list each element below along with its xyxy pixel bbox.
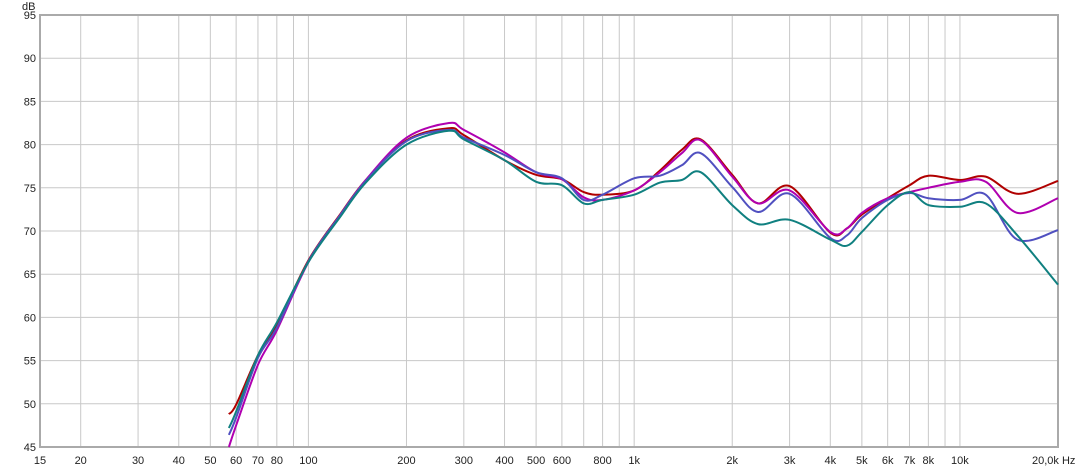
x-tick-label: 40 [173,455,185,467]
x-tick-label: 200 [397,455,415,467]
y-tick-label: 90 [24,53,36,65]
x-tick-label: 800 [593,455,611,467]
x-tick-label: 4k [824,455,836,467]
x-tick-label: 60 [230,455,242,467]
y-tick-label: 70 [24,226,36,238]
y-tick-label: 95 [24,10,36,22]
x-tick-label: 70 [252,455,264,467]
x-tick-label: 3k [784,455,796,467]
series-group [227,121,1059,448]
grid [40,14,1059,448]
y-tick-label: 75 [24,183,36,195]
x-tick-label: 15 [34,455,46,467]
series-line-2 [227,121,1059,448]
x-tick-label: 2k [726,455,738,467]
x-tick-label: 400 [495,455,513,467]
x-axis: 15 20 30 40 50 60 70 80 100 200 300 400 500 600 800 1k 2… [34,455,1076,467]
x-tick-label: 50 [204,455,216,467]
x-tick-label: 600 [553,455,571,467]
y-tick-label: 45 [24,442,36,454]
x-tick-label: 1k [628,455,640,467]
x-tick-label: 5k [856,455,868,467]
x-tick-label: 20 [75,455,87,467]
x-tick-label: 500 [527,455,545,467]
x-tick-label: 7k [904,455,916,467]
x-tick-label: 100 [299,455,317,467]
x-tick-label: 300 [455,455,473,467]
x-tick-label: 30 [132,455,144,467]
x-tick-label: 20,0k Hz [1032,455,1075,467]
x-tick-label: 80 [271,455,283,467]
y-tick-label: 60 [24,312,36,324]
x-tick-label: 8k [923,455,935,467]
series-line-1 [228,127,1059,415]
y-tick-label: 80 [24,140,36,152]
series-line-4 [227,129,1059,429]
y-axis: 45 50 55 60 65 70 75 80 85 90 95 [24,10,36,454]
y-axis-label: dB [22,1,35,13]
x-tick-label: 10k [951,455,969,467]
y-tick-label: 85 [24,96,36,108]
y-tick-label: 50 [24,399,36,411]
x-tick-label: 6k [882,455,894,467]
y-tick-label: 65 [24,269,36,281]
y-tick-label: 55 [24,356,36,368]
